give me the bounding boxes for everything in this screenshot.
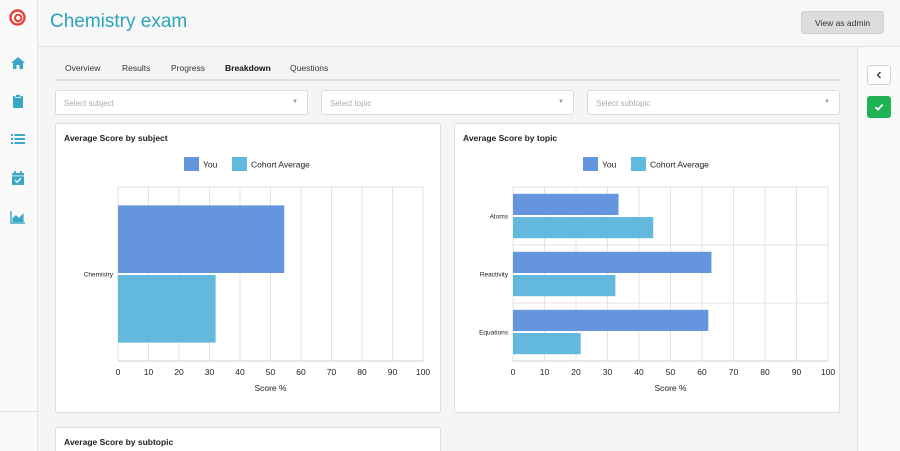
x-tick-label: 50 bbox=[266, 367, 276, 377]
subtopic-select[interactable]: Select subtopic ▼ bbox=[587, 90, 840, 115]
chevron-down-icon: ▼ bbox=[292, 99, 298, 105]
bar bbox=[118, 205, 285, 273]
subtopic-chart-card: Average Score by subtopic bbox=[55, 427, 441, 451]
confirm-button[interactable] bbox=[867, 96, 891, 118]
x-tick-label: 40 bbox=[235, 367, 245, 377]
category-label: Atoms bbox=[490, 214, 509, 221]
bar bbox=[513, 333, 581, 355]
view-as-admin-button[interactable]: View as admin bbox=[801, 11, 884, 34]
legend-label: Cohort Average bbox=[650, 160, 709, 170]
x-tick-label: 20 bbox=[174, 367, 184, 377]
x-tick-label: 100 bbox=[821, 367, 835, 377]
subject-chart: You Cohort Average Chemistry 0 10 20 30 40 50 60 7… bbox=[84, 157, 430, 393]
tab-overview[interactable]: Overview bbox=[65, 63, 101, 73]
category-label: Reactivity bbox=[480, 272, 509, 279]
x-tick-label: 90 bbox=[388, 367, 398, 377]
tab-breakdown[interactable]: Breakdown bbox=[225, 63, 271, 73]
bar bbox=[513, 251, 712, 273]
x-tick-label: 100 bbox=[416, 367, 430, 377]
bar bbox=[513, 275, 616, 297]
subtopic-select-placeholder: Select subtopic bbox=[596, 99, 651, 108]
x-tick-label: 70 bbox=[327, 367, 337, 377]
topic-chart: You Cohort Average Atoms Reactivity Equation… bbox=[479, 157, 835, 393]
chevron-down-icon: ▼ bbox=[824, 99, 830, 105]
x-tick-label: 30 bbox=[205, 367, 215, 377]
legend-swatch bbox=[184, 157, 199, 171]
subtopic-chart-title: Average Score by subtopic bbox=[64, 437, 174, 447]
clipboard-icon[interactable] bbox=[10, 93, 26, 109]
topic-chart-title: Average Score by topic bbox=[463, 133, 558, 143]
legend-swatch bbox=[631, 157, 646, 171]
x-tick-label: 80 bbox=[760, 367, 770, 377]
legend-swatch bbox=[232, 157, 247, 171]
x-tick-label: 80 bbox=[357, 367, 367, 377]
header: Chemistry exam View as admin bbox=[38, 0, 900, 47]
x-tick-label: 10 bbox=[144, 367, 154, 377]
collapse-panel-button[interactable] bbox=[867, 65, 891, 85]
home-icon[interactable] bbox=[10, 55, 26, 71]
tab-results[interactable]: Results bbox=[122, 63, 151, 73]
subject-select-placeholder: Select subject bbox=[64, 99, 114, 108]
x-tick-label: 0 bbox=[511, 367, 516, 377]
main-content: Overview Results Progress Breakdown Ques… bbox=[38, 47, 857, 451]
topic-select-placeholder: Select topic bbox=[330, 99, 372, 108]
chevron-left-icon bbox=[876, 71, 881, 79]
page-title: Chemistry exam bbox=[50, 11, 188, 32]
legend-label: You bbox=[203, 160, 218, 170]
sidebar-divider bbox=[0, 411, 38, 412]
category-label: Chemistry bbox=[84, 272, 114, 279]
tab-questions[interactable]: Questions bbox=[290, 63, 329, 73]
area-chart-icon[interactable] bbox=[10, 209, 26, 225]
x-axis-label: Score % bbox=[254, 383, 287, 393]
x-tick-label: 50 bbox=[666, 367, 676, 377]
sidebar bbox=[0, 0, 38, 451]
check-icon bbox=[874, 103, 884, 111]
right-panel bbox=[857, 47, 900, 451]
chevron-down-icon: ▼ bbox=[558, 99, 564, 105]
category-label: Equations bbox=[479, 330, 509, 337]
subject-chart-card: Average Score by subject You Cohort Avera… bbox=[55, 123, 441, 413]
list-icon[interactable] bbox=[10, 131, 26, 147]
x-tick-label: 70 bbox=[729, 367, 739, 377]
subject-select[interactable]: Select subject ▼ bbox=[55, 90, 308, 115]
bar bbox=[513, 193, 619, 215]
legend-label: You bbox=[602, 160, 617, 170]
topic-chart-card: Average Score by topic You Cohort Average… bbox=[454, 123, 840, 413]
legend-label: Cohort Average bbox=[251, 160, 310, 170]
x-tick-label: 60 bbox=[296, 367, 306, 377]
logo-icon[interactable] bbox=[9, 9, 26, 26]
bar bbox=[513, 309, 709, 331]
x-tick-label: 0 bbox=[116, 367, 121, 377]
x-tick-label: 20 bbox=[571, 367, 581, 377]
x-tick-label: 30 bbox=[603, 367, 613, 377]
legend-swatch bbox=[583, 157, 598, 171]
bar bbox=[513, 217, 654, 239]
x-axis-label: Score % bbox=[654, 383, 687, 393]
x-tick-label: 60 bbox=[697, 367, 707, 377]
calendar-check-icon[interactable] bbox=[10, 170, 26, 186]
x-tick-label: 10 bbox=[540, 367, 550, 377]
subject-chart-title: Average Score by subject bbox=[64, 133, 168, 143]
topic-select[interactable]: Select topic ▼ bbox=[321, 90, 574, 115]
x-tick-label: 90 bbox=[792, 367, 802, 377]
bar bbox=[118, 275, 216, 343]
tab-bar: Overview Results Progress Breakdown Ques… bbox=[55, 57, 840, 81]
tab-progress[interactable]: Progress bbox=[171, 63, 206, 73]
x-tick-label: 40 bbox=[634, 367, 644, 377]
